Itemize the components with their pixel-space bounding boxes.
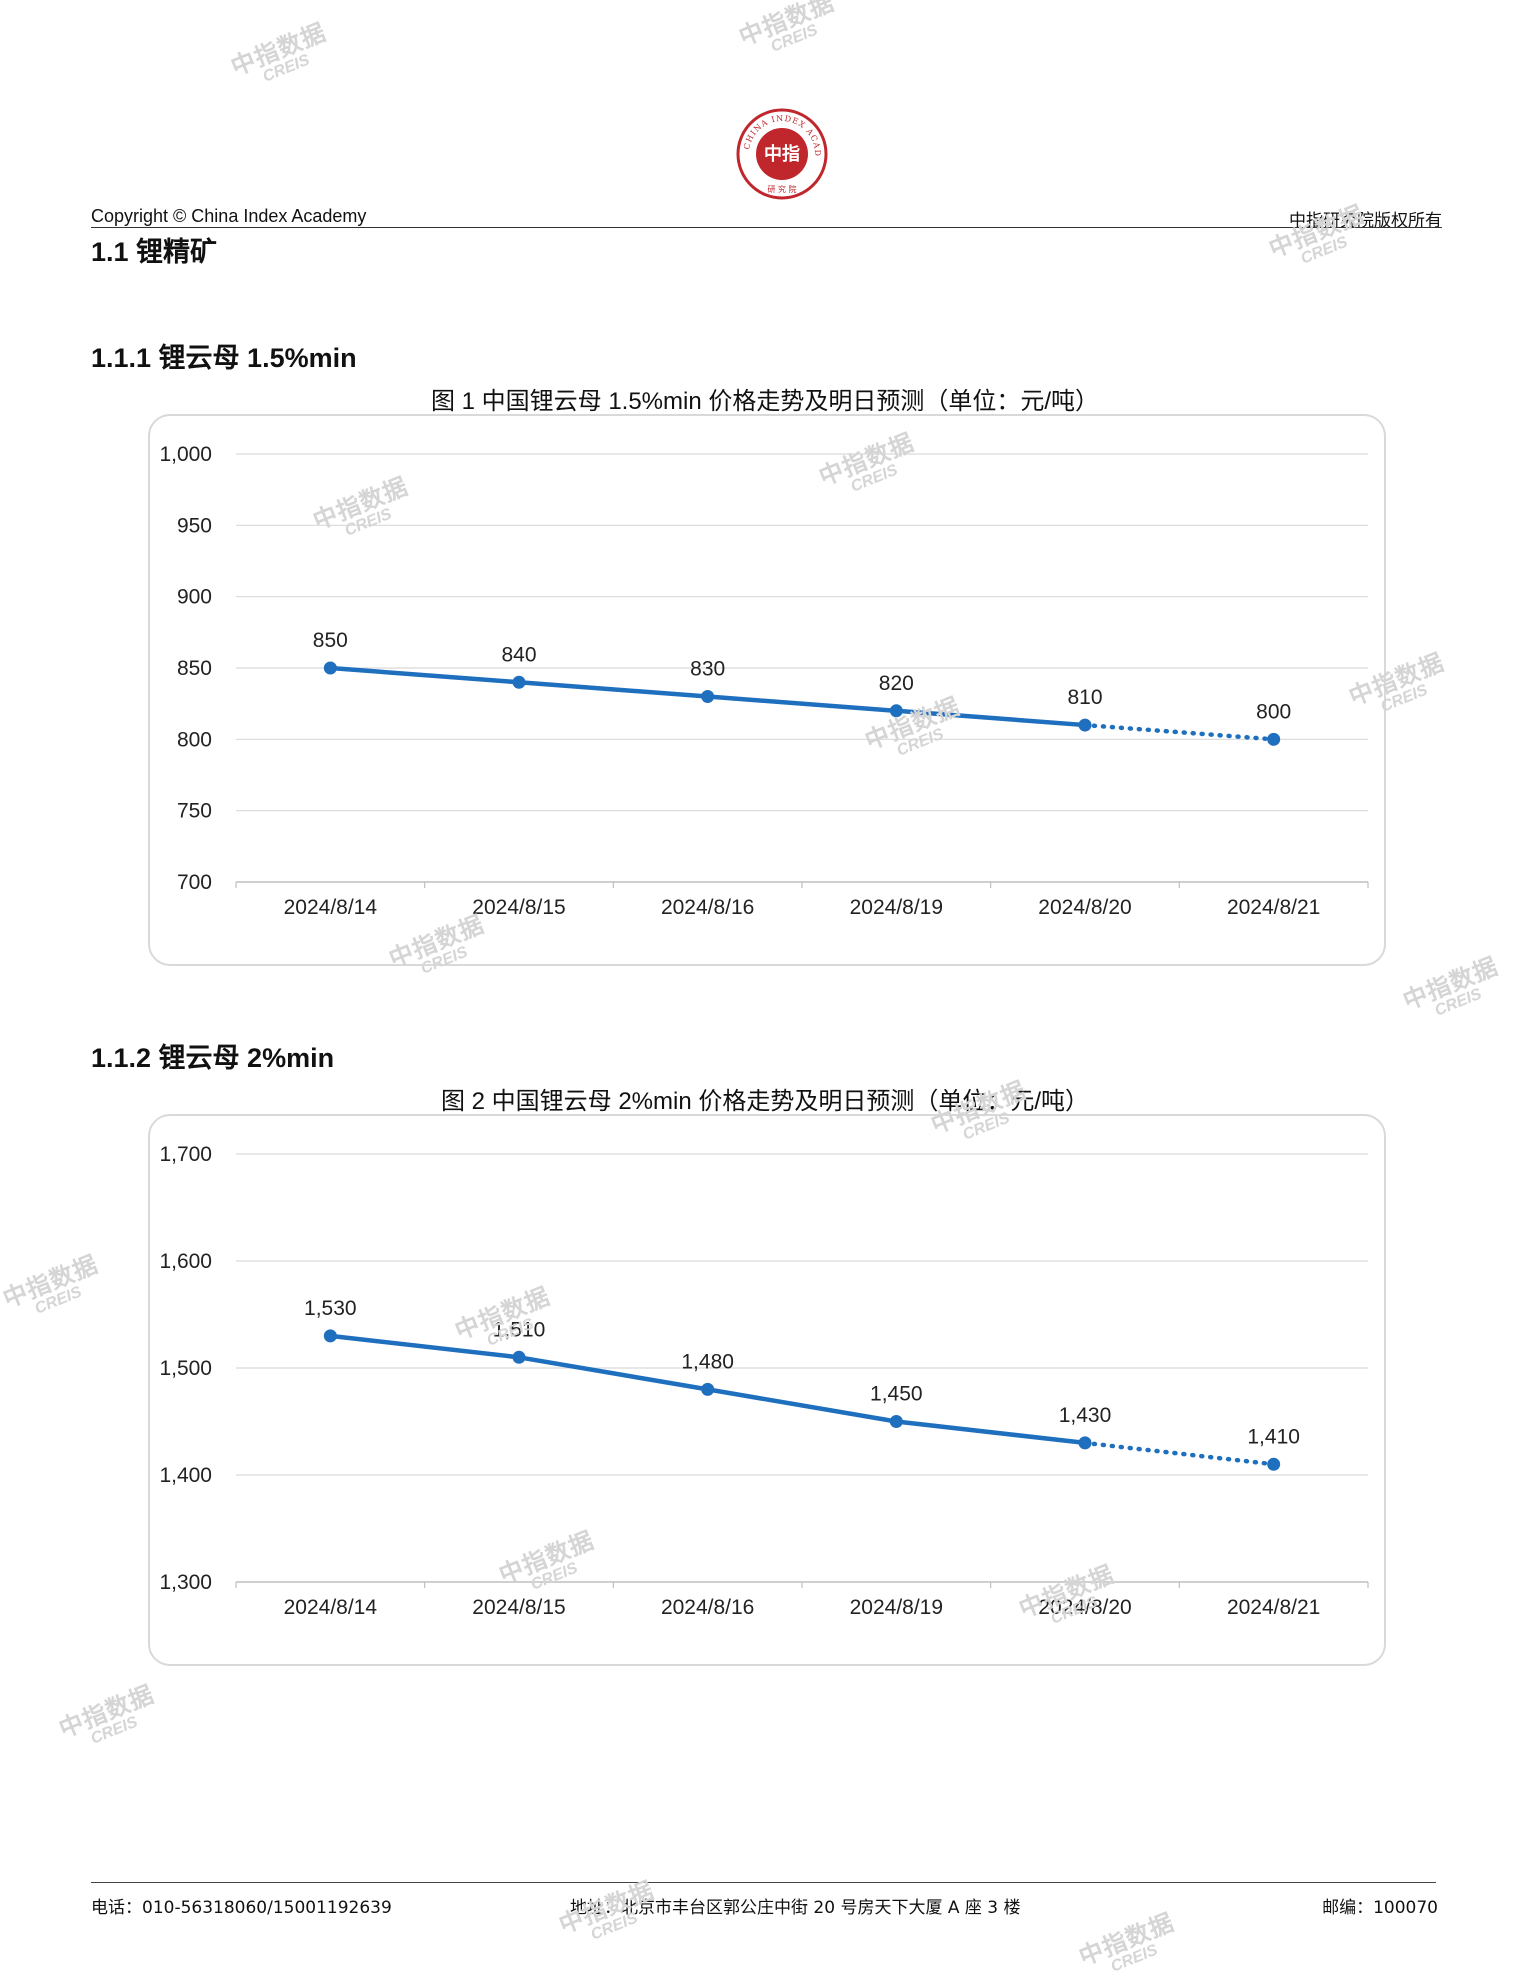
watermark: 中指数据 CREIS — [1075, 1908, 1179, 1976]
chart-2: 1,300 1,400 1,500 1,600 1,700 2024/8/14 2024/8… — [159, 1143, 1369, 1619]
forecast-line — [1082, 1440, 1276, 1467]
data-point — [1078, 718, 1092, 732]
figure-2-title: 图 2 中国锂云母 2%min 价格走势及明日预测（单位：元/吨） — [440, 1088, 1090, 1115]
y-tick-label: 950 — [177, 514, 212, 537]
logo-bottom-text: 研 究 院 — [767, 184, 796, 194]
data-label: 1,510 — [493, 1318, 546, 1341]
x-tick-label: 2024/8/21 — [1227, 896, 1320, 919]
subsection-title-1: 1.1.1 锂云母 1.5%min — [91, 343, 357, 373]
data-point — [701, 1382, 715, 1396]
x-tick-label: 2024/8/21 — [1227, 1596, 1320, 1619]
copyright-text: Copyright © China Index Academy — [91, 206, 367, 226]
y-tick-label: 750 — [177, 800, 212, 823]
data-point — [889, 1415, 903, 1428]
x-tick-label: 2024/8/15 — [472, 1596, 565, 1619]
watermark: 中指数据 CREIS — [227, 18, 331, 86]
data-label: 1,530 — [304, 1297, 357, 1320]
x-tick-label: 2024/8/16 — [661, 896, 754, 919]
data-point — [1267, 1457, 1281, 1471]
y-tick-label: 1,600 — [159, 1250, 212, 1273]
forecast-line — [1082, 722, 1276, 742]
data-label: 850 — [313, 629, 348, 652]
data-point — [889, 704, 903, 718]
y-tick-label: 800 — [177, 728, 212, 751]
footer-address: 地址：北京市丰台区郭公庄中街 20 号房天下大厦 A 座 3 楼 — [570, 1898, 1021, 1918]
y-tick-label: 1,000 — [159, 443, 212, 466]
footer-phone: 电话：010-56318060/15001192639 — [91, 1898, 392, 1918]
x-tick-label: 2024/8/16 — [661, 1596, 754, 1619]
data-point — [701, 690, 715, 704]
watermark: 中指数据 CREIS — [1399, 952, 1503, 1020]
x-tick-label: 2024/8/14 — [284, 896, 378, 919]
china-index-academy-logo: CHINA INDEX ACADEMY 中指 研 究 院 — [736, 108, 828, 200]
data-point — [323, 1329, 337, 1343]
data-point — [1078, 1436, 1092, 1450]
x-tick-label: 2024/8/20 — [1038, 896, 1131, 919]
data-point — [512, 1350, 526, 1364]
footer-rule — [91, 1882, 1436, 1883]
watermark: 中指数据 CREIS — [0, 1250, 103, 1318]
subsection-title-2: 1.1.2 锂云母 2%min — [91, 1043, 335, 1073]
chart-1-container: 700 750 800 850 900 950 1,000 2024/8/14 2024/8/1… — [148, 414, 1386, 966]
data-point — [323, 661, 337, 675]
section-title: 1.1 锂精矿 — [91, 237, 218, 267]
y-tick-label: 700 — [177, 871, 212, 894]
figure-1-title: 图 1 中国锂云母 1.5%min 价格走势及明日预测（单位：元/吨） — [430, 388, 1100, 415]
y-tick-label: 900 — [177, 586, 212, 609]
data-label: 1,430 — [1059, 1404, 1112, 1427]
header-rule — [91, 227, 1442, 228]
x-tick-label: 2024/8/19 — [850, 1596, 943, 1619]
logo-mark-text: 中指 — [764, 143, 800, 165]
data-label: 840 — [501, 643, 536, 666]
y-tick-label: 1,300 — [159, 1571, 212, 1594]
y-tick-label: 1,500 — [159, 1357, 212, 1380]
x-tick-label: 2024/8/19 — [850, 896, 943, 919]
y-tick-label: 850 — [177, 657, 212, 680]
x-tick-label: 2024/8/14 — [284, 1596, 378, 1619]
y-tick-label: 1,700 — [159, 1143, 212, 1166]
footer-zip: 邮编：100070 — [1322, 1898, 1438, 1918]
data-label: 810 — [1067, 686, 1102, 709]
watermark: 中指数据 CREIS — [55, 1680, 159, 1748]
rights-text: 中指研究院版权所有 — [1289, 211, 1442, 231]
y-tick-label: 1,400 — [159, 1464, 212, 1487]
data-label: 830 — [690, 658, 725, 681]
data-label: 1,480 — [681, 1350, 734, 1373]
data-label: 1,410 — [1247, 1425, 1300, 1448]
chart-1: 700 750 800 850 900 950 1,000 2024/8/14 2024/8/1… — [159, 443, 1369, 919]
watermark: 中指数据 CREIS — [735, 0, 839, 56]
x-tick-label: 2024/8/15 — [472, 896, 565, 919]
data-label: 800 — [1256, 700, 1291, 723]
data-point — [512, 675, 526, 689]
data-label: 1,450 — [870, 1383, 923, 1406]
data-label: 820 — [879, 672, 914, 695]
x-tick-label: 2024/8/20 — [1038, 1596, 1131, 1619]
data-point — [1267, 732, 1281, 746]
chart-2-container: 1,300 1,400 1,500 1,600 1,700 2024/8/14 2024/8… — [148, 1114, 1386, 1666]
